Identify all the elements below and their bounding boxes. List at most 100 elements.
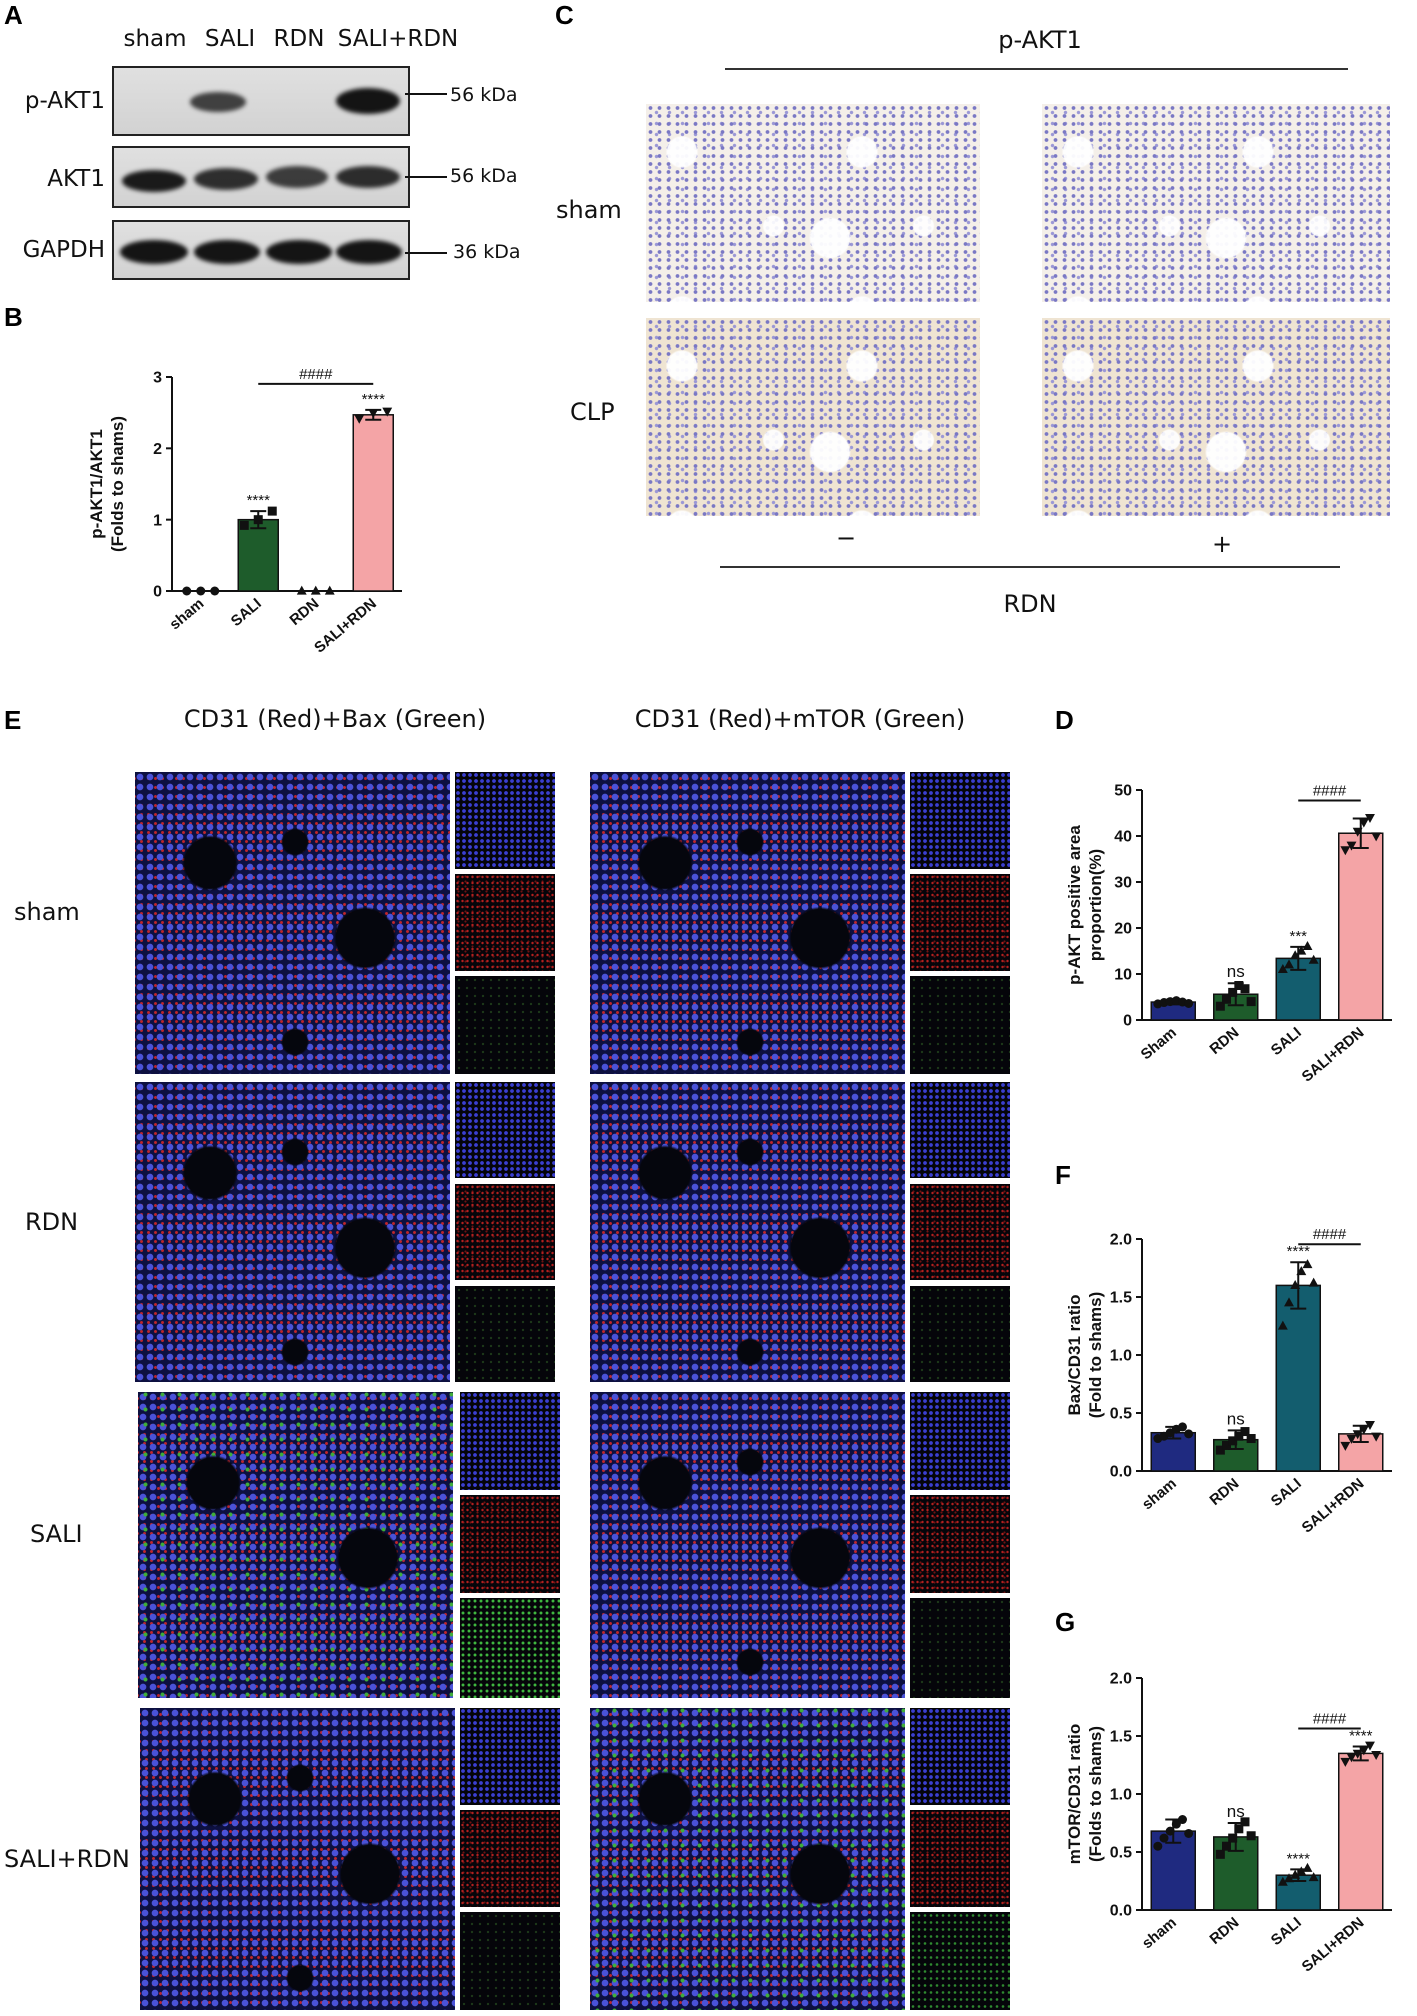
kda-tick [405,93,447,95]
blot-strip-pakt1 [112,66,410,136]
data-point [1340,846,1351,856]
blot-lane-label: sham [123,26,187,52]
y-axis-label: mTOR/CD31 ratio [1065,1724,1084,1864]
data-point [1228,987,1238,997]
data-point [354,414,365,424]
data-point [1284,959,1294,969]
chart-b: 0 1 2 3 p-AKT1/AKT1 (Folds to shams) sham SALI *… [87,366,402,657]
category-label: RDN [1206,1914,1242,1948]
blot-band [190,92,246,112]
kda-tick [405,176,447,178]
y-axis-label: (Fold to shams) [1086,1292,1105,1419]
data-point [1290,1280,1301,1289]
ihc-xlabel: RDN [1003,590,1057,618]
y-tick-label: 20 [1114,921,1132,938]
data-point [267,506,277,516]
y-tick-label: 10 [1114,967,1132,984]
blot-band [336,88,400,114]
fluo-row-label: SALI [30,1520,83,1548]
fluo-channel-green [910,976,1010,1074]
category-label: sham [1139,1475,1180,1513]
fluo-channel-red [910,1184,1010,1280]
data-point [1246,1831,1256,1841]
fluo-merge-bax-rdn [135,1082,450,1382]
category-label: SALI [1268,1914,1305,1949]
blot-band [194,240,260,264]
fluo-channel-green [460,1598,560,1698]
bar [1338,832,1384,1021]
data-point [324,585,335,595]
y-tick-label: 1 [153,512,162,529]
data-point [1352,827,1363,837]
y-tick-label: 50 [1114,783,1132,800]
bar [1275,1284,1321,1472]
data-point [1290,950,1301,960]
y-axis-label: p-AKT positive area [1065,825,1084,985]
data-point [1277,1320,1288,1330]
data-point [1296,1866,1307,1876]
significance-label: **** [247,492,271,509]
fluo-channel-blue [455,1082,555,1178]
ihc-title-line [725,68,1348,70]
fluo-channel-red [460,1810,560,1907]
y-tick-label: 2.0 [1110,1671,1132,1688]
fluo-channel-blue [455,772,555,869]
blot-band [266,240,332,264]
data-point [1153,1841,1163,1851]
data-point [1308,1872,1319,1882]
panel-label-g: G [1055,1607,1076,1637]
data-point [1177,1422,1187,1432]
blot-band [122,170,186,192]
fluo-row-label: SALI+RDN [4,1845,130,1873]
fluo-channel-green [455,976,555,1074]
data-point [1284,1873,1294,1883]
data-point [1365,1421,1375,1430]
panel-label-c: C [555,0,574,30]
data-point [1222,1440,1232,1450]
data-point [1365,1741,1375,1751]
ihc-row-label: CLP [570,398,615,426]
category-label: RDN [1206,1475,1242,1509]
fluo-channel-red [910,1495,1010,1593]
bar [237,518,279,592]
category-label: Sham [1138,1024,1180,1063]
data-point [296,585,307,595]
fluo-channel-red [910,874,1010,971]
category-label: SALI+RDN [311,595,380,657]
y-axis-label: proportion(%) [1086,849,1105,961]
significance-label: ns [1227,1409,1245,1428]
fluo-row-label: RDN [25,1208,79,1236]
y-axis-label: (Folds to shams) [108,416,127,552]
category-label: RDN [1206,1024,1242,1058]
category-label: RDN [286,595,322,629]
bracket-label: #### [1313,1710,1347,1727]
data-point [1246,997,1256,1007]
category-label: SALI [1268,1024,1305,1059]
data-point [1308,1277,1319,1287]
kda-tick [405,252,447,254]
category-label: SALI+RDN [1299,1475,1368,1537]
fluo-channel-blue [910,1708,1010,1805]
bracket-label: #### [1313,1226,1347,1243]
ihc-col-minus: − [836,524,857,552]
data-point [1240,1427,1250,1437]
data-point [1290,1869,1301,1879]
data-point [1215,1001,1225,1011]
panel-label-a: A [4,0,23,30]
data-point [1222,1841,1232,1851]
data-point [1240,984,1250,994]
data-point [239,520,249,530]
data-point [1215,1445,1225,1455]
data-point [253,515,263,525]
fluo-channel-blue [910,772,1010,869]
blot-lane-label: SALI [204,26,256,52]
bar [352,414,394,592]
fluo-merge-mtor-sali-rdn [590,1708,905,2010]
chart-d: 0 10 20 30 40 50 p-AKT positive area proportion… [1065,783,1392,1086]
blot-row-label: p-AKT1 [24,88,105,114]
significance-label: **** [362,391,386,408]
category-label: SALI+RDN [1299,1024,1368,1086]
data-point [1352,1430,1363,1440]
data-point [1308,954,1319,964]
data-point [1296,1266,1307,1276]
